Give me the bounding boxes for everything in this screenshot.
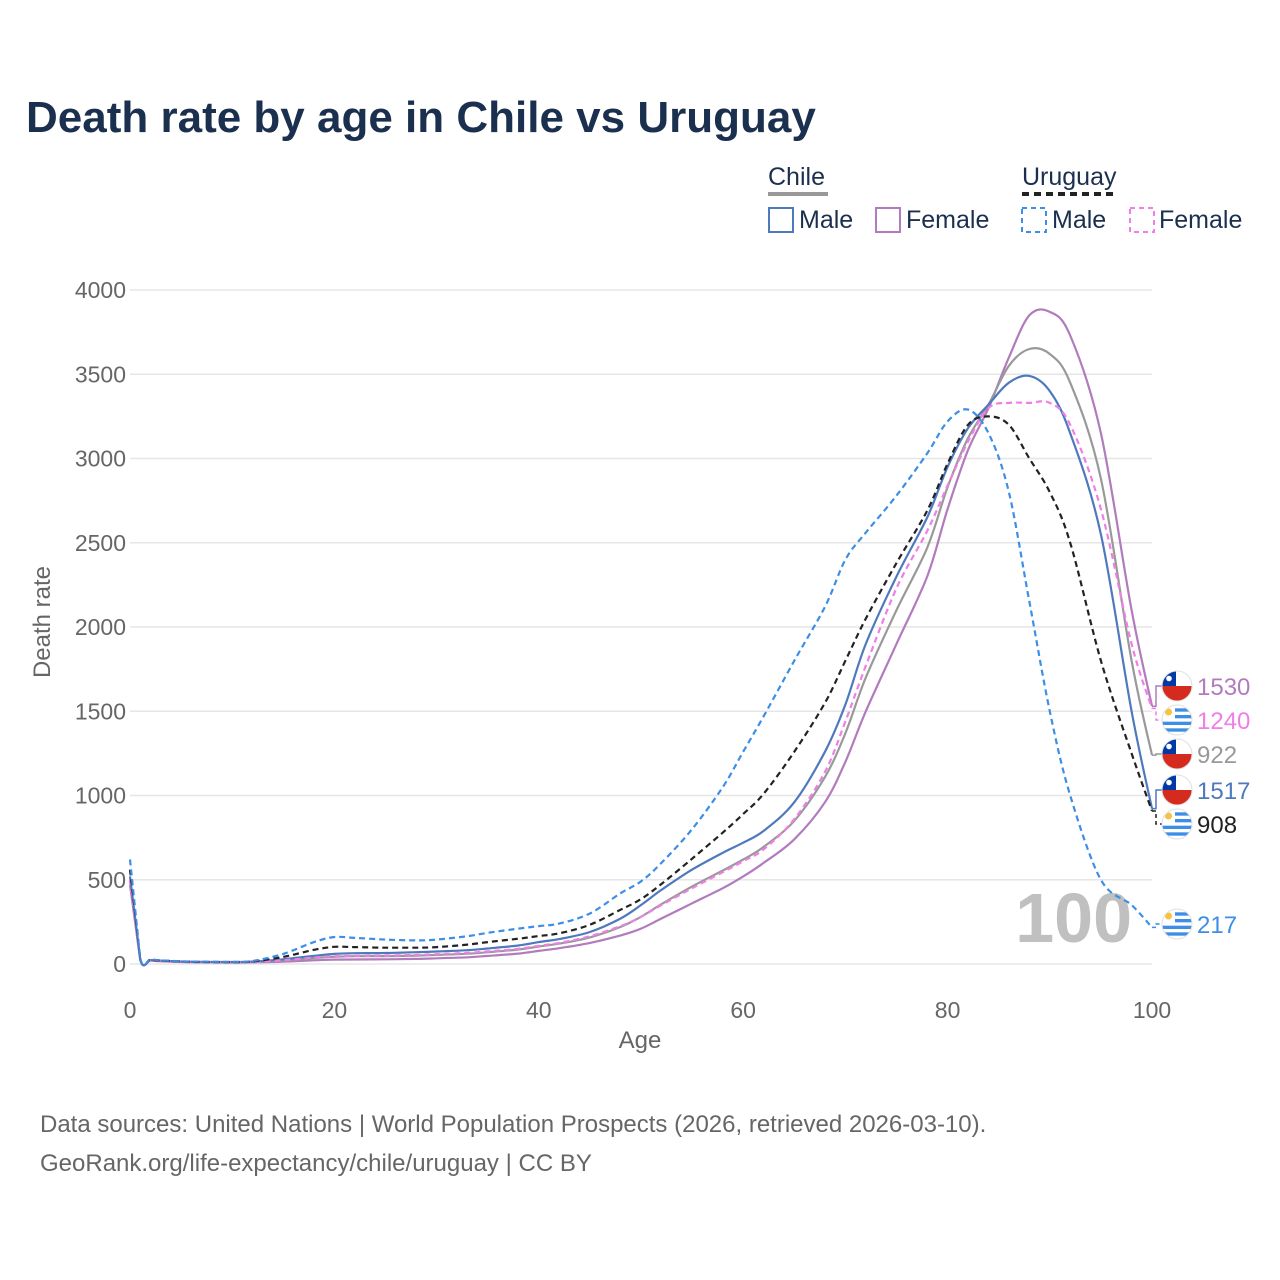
legend-swatch-chile-male	[768, 207, 794, 233]
end-label-connector	[1152, 753, 1162, 756]
series-line-uruguay-total	[128, 415, 1154, 967]
end-label-connector	[1152, 789, 1162, 810]
series-lines	[128, 308, 1154, 967]
uruguay-flag-icon	[1161, 704, 1193, 736]
y-tick-label: 0	[113, 951, 126, 977]
end-label-connector	[1152, 685, 1162, 707]
x-tick-label: 40	[526, 997, 552, 1023]
end-value-label: 908	[1197, 812, 1237, 839]
y-tick-label: 1500	[75, 698, 126, 724]
end-labels: 1530 1240 922 1517 908 217	[1152, 670, 1250, 940]
age-watermark: 100	[1015, 879, 1132, 957]
x-tick-label: 20	[322, 997, 348, 1023]
x-tick-label: 0	[124, 997, 137, 1023]
series-line-chile-male	[128, 374, 1154, 967]
end-value-label: 1517	[1197, 778, 1250, 805]
series-line-chile-female	[128, 308, 1154, 967]
end-label-connector	[1152, 923, 1162, 929]
end-value-label: 922	[1197, 742, 1237, 769]
legend: Chile Uruguay Male Female Male Female	[768, 163, 1242, 234]
end-value-label: 1530	[1197, 674, 1250, 701]
chile-flag-icon	[1161, 738, 1193, 770]
legend-swatch-chile-female	[875, 207, 901, 233]
source-line-2: GeoRank.org/life-expectancy/chile/urugua…	[40, 1150, 592, 1177]
x-tick-label: 100	[1133, 997, 1171, 1023]
legend-label-chile-male: Male	[799, 206, 853, 234]
x-tick-label: 60	[730, 997, 756, 1023]
legend-group-chile: Chile	[768, 163, 825, 191]
x-axis-title: Age	[619, 1027, 662, 1054]
end-label-connector	[1152, 810, 1162, 825]
end-value-label: 1240	[1197, 708, 1250, 735]
y-axis-title: Death rate	[29, 566, 56, 678]
chile-flag-icon	[1161, 774, 1193, 806]
legend-swatch-uruguay-male	[1021, 207, 1047, 233]
uruguay-flag-icon	[1161, 908, 1193, 940]
y-tick-label: 1000	[75, 783, 126, 809]
legend-group-uruguay: Uruguay	[1022, 163, 1117, 191]
end-label-connector	[1152, 707, 1162, 721]
legend-label-chile-female: Female	[906, 206, 989, 234]
series-line-uruguay-male	[128, 408, 1153, 967]
y-tick-label: 3500	[75, 361, 126, 387]
y-tick-label: 4000	[75, 277, 126, 303]
gridlines	[130, 289, 1152, 965]
y-tick-label: 2000	[75, 614, 126, 640]
source-line-1: Data sources: United Nations | World Pop…	[40, 1111, 986, 1138]
series-line-chile-total	[128, 347, 1154, 967]
chile-flag-icon	[1161, 670, 1193, 702]
chart-title: Death rate by age in Chile vs Uruguay	[26, 93, 816, 142]
y-tick-label: 3000	[75, 446, 126, 472]
legend-swatch-uruguay-female	[1129, 207, 1155, 233]
y-axis-ticks: 0 500 1000 1500 2000 2500 3000 3500 4000	[75, 277, 126, 977]
uruguay-flag-icon	[1161, 808, 1193, 840]
y-tick-label: 500	[88, 867, 126, 893]
y-tick-label: 2500	[75, 530, 126, 556]
legend-label-uruguay-female: Female	[1159, 206, 1242, 234]
end-value-label: 217	[1197, 912, 1237, 939]
x-axis-ticks: 0 20 40 60 80 100	[124, 997, 1172, 1023]
legend-label-uruguay-male: Male	[1052, 206, 1106, 234]
x-tick-label: 80	[935, 997, 961, 1023]
